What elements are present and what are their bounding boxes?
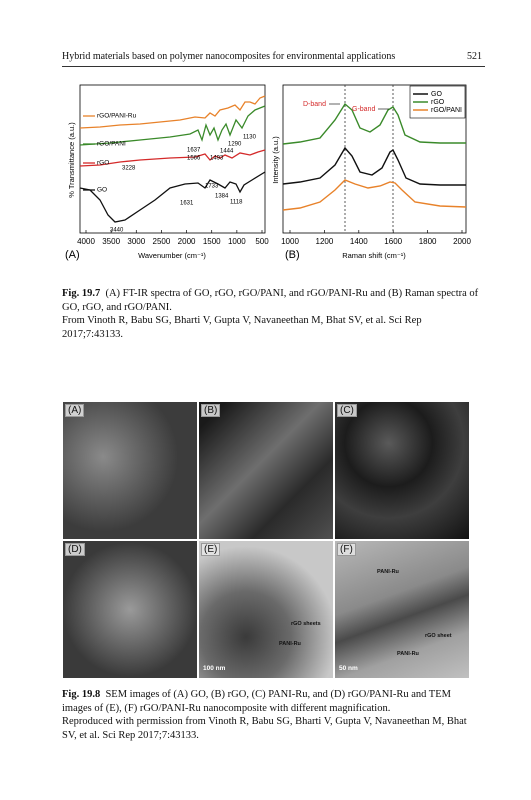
panel-a-frame xyxy=(79,84,266,234)
page-number: 521 xyxy=(467,51,482,62)
scale-bar: 50 nm xyxy=(339,665,358,672)
x-tick-label: 1200 xyxy=(316,237,334,246)
caption-text: (A) FT-IR spectra of GO, rGO, rGO/PANI, … xyxy=(62,288,479,313)
peak-label: 1290 xyxy=(228,142,242,148)
legend-label: rGO xyxy=(431,99,445,106)
peak-label: 1130 xyxy=(243,135,257,141)
image-annotation: PANI-Ru xyxy=(279,641,301,647)
legend-label: rGO/PANI xyxy=(431,107,462,114)
panel-label: (B) xyxy=(285,249,300,261)
ftir-curve xyxy=(79,171,266,223)
peak-annotations: 3228 3440 1733 1631 1384 1118 1637 1566 … xyxy=(110,135,257,234)
panel-b-frame xyxy=(282,84,467,234)
x-ticks-b: 1000 1200 1400 1600 1800 2000 xyxy=(281,230,471,246)
scale-bar: 100 nm xyxy=(203,665,226,672)
y-axis-label: % Transmittance (a.u.) xyxy=(67,122,76,198)
panel-label: (C) xyxy=(337,404,357,417)
panel-label: (E) xyxy=(201,543,221,556)
series-label: rGO/PANI-Ru xyxy=(97,113,137,120)
x-tick-label: 500 xyxy=(255,237,269,246)
panel-label: (A) xyxy=(65,249,80,261)
image-annotation: rGO sheets xyxy=(291,621,321,627)
caption-label: Fig. 19.7 xyxy=(62,288,101,299)
x-tick-label: 1800 xyxy=(419,237,437,246)
header-rule xyxy=(62,66,485,67)
x-axis-label: Raman shift (cm⁻¹) xyxy=(342,251,406,260)
caption-credit: From Vinoth R, Babu SG, Bharti V, Gupta … xyxy=(62,315,422,340)
caption-credit: Reproduced with permission from Vinoth R… xyxy=(62,716,467,741)
peak-label: 3228 xyxy=(122,166,136,172)
x-ticks-a: 4000 3500 3000 2500 2000 1500 1000 500 xyxy=(77,230,269,246)
band-label: D-band xyxy=(303,101,326,108)
x-tick-label: 1000 xyxy=(228,237,246,246)
sem-image: (B) xyxy=(199,402,333,539)
series-label: rGO xyxy=(97,160,109,167)
peak-label: 1631 xyxy=(180,201,194,207)
sem-image: (D) xyxy=(63,541,197,678)
caption-text: SEM images of (A) GO, (B) rGO, (C) PANI-… xyxy=(62,689,451,714)
series-label: GO xyxy=(97,187,107,194)
x-tick-label: 1400 xyxy=(350,237,368,246)
caption-label: Fig. 19.8 xyxy=(62,689,101,700)
peak-label: 1566 xyxy=(187,156,201,162)
tem-image: (F) PANI-Ru rGO sheet PANI-Ru 50 nm xyxy=(335,541,469,678)
series-label: rGO/PANI xyxy=(97,141,126,148)
panel-label: (A) xyxy=(65,404,85,417)
x-tick-label: 3500 xyxy=(102,237,120,246)
running-title: Hybrid materials based on polymer nanoco… xyxy=(62,51,396,62)
tem-image: (E) rGO sheets PANI-Ru 100 nm xyxy=(199,541,333,678)
legend-label: GO xyxy=(431,91,442,98)
x-tick-label: 3000 xyxy=(127,237,145,246)
x-tick-label: 4000 xyxy=(77,237,95,246)
peak-label: 1493 xyxy=(210,156,224,162)
raman-curve xyxy=(282,102,466,145)
panel-label: (B) xyxy=(201,404,221,417)
x-axis-label: Wavenumber (cm⁻¹) xyxy=(138,251,206,260)
legend: GO rGO rGO/PANI xyxy=(413,91,462,114)
ftir-curve xyxy=(79,149,266,167)
caption-19-8: Fig. 19.8 SEM images of (A) GO, (B) rGO,… xyxy=(62,688,482,742)
band-label: G-band xyxy=(352,106,375,113)
image-annotation: PANI-Ru xyxy=(377,569,399,575)
panel-label: (D) xyxy=(65,543,85,556)
figure-19-8: (A) (B) (C) (D) (E) rGO sheets PANI-Ru 1… xyxy=(63,402,469,678)
x-tick-label: 2000 xyxy=(178,237,196,246)
raman-curve xyxy=(282,179,467,211)
peak-label: 1733 xyxy=(205,184,219,190)
series-line-keys: rGO/PANI-Ru rGO/PANI rGO GO xyxy=(83,113,137,194)
caption-19-7: Fig. 19.7 (A) FT-IR spectra of GO, rGO, … xyxy=(62,287,482,341)
sem-image: (A) xyxy=(63,402,197,539)
peak-label: 1637 xyxy=(187,148,201,154)
ftir-curve xyxy=(79,105,266,146)
figure-19-7: rGO/PANI-Ru rGO/PANI rGO GO 3228 3440 17… xyxy=(65,84,471,261)
peak-label: 1444 xyxy=(220,149,234,155)
x-tick-label: 2000 xyxy=(453,237,471,246)
peak-label: 1118 xyxy=(230,200,243,206)
ftir-curve xyxy=(79,95,266,129)
panel-label: (F) xyxy=(337,543,356,556)
image-annotation: rGO sheet xyxy=(425,633,452,639)
x-tick-label: 1600 xyxy=(384,237,402,246)
x-tick-label: 2500 xyxy=(153,237,171,246)
peak-label: 3440 xyxy=(110,228,124,234)
peak-label: 1384 xyxy=(215,194,229,200)
sem-image: (C) xyxy=(335,402,469,539)
y-axis-label: Intensity (a.u.) xyxy=(271,136,280,184)
x-tick-label: 1500 xyxy=(203,237,221,246)
x-tick-label: 1000 xyxy=(281,237,299,246)
image-annotation: PANI-Ru xyxy=(397,651,419,657)
raman-curve xyxy=(282,146,466,186)
